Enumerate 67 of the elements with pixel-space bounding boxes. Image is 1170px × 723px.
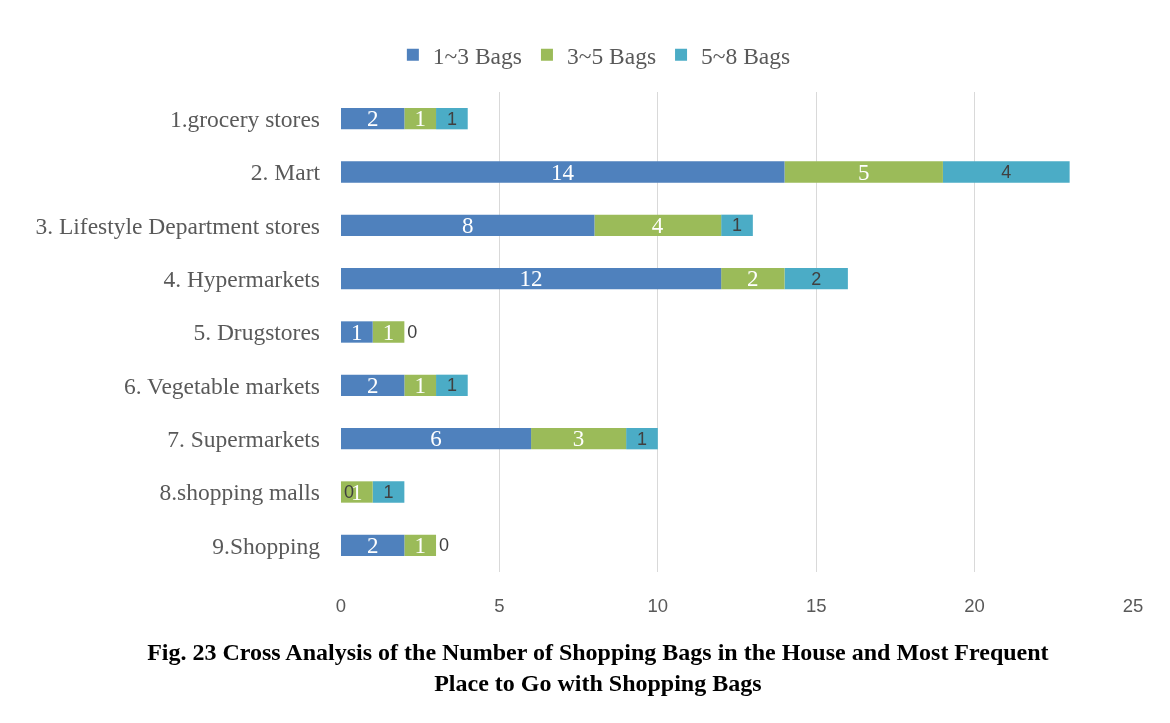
y-tick-label: 7. Supermarkets — [167, 425, 320, 452]
bar — [341, 321, 373, 343]
x-tick-label: 20 — [964, 594, 985, 616]
y-tick-label: 8.shopping malls — [159, 479, 320, 506]
y-tick-label: 9.Shopping — [212, 532, 321, 559]
data-label: 3 — [572, 426, 585, 452]
bar — [404, 534, 437, 556]
data-label: 2 — [366, 372, 379, 398]
legend-label: 1~3 Bags — [432, 42, 522, 69]
bar — [594, 214, 722, 236]
bar — [341, 534, 405, 556]
x-tick-label: 15 — [805, 594, 827, 616]
bar — [721, 214, 753, 236]
x-tick-label: 0 — [335, 594, 347, 616]
bar — [341, 161, 785, 183]
data-label: 1 — [446, 375, 457, 396]
bar — [341, 108, 405, 130]
data-label: 2 — [366, 106, 379, 132]
bar — [341, 268, 722, 290]
data-label: 1 — [636, 428, 647, 449]
data-label: 1 — [351, 319, 363, 345]
data-label: 1 — [414, 106, 426, 132]
y-tick-label: 5. Drugstores — [193, 319, 320, 346]
data-label: 8 — [461, 212, 474, 238]
legend-label: 3~5 Bags — [566, 42, 657, 69]
data-label: 6 — [430, 426, 442, 452]
bar — [404, 374, 437, 396]
bar — [341, 214, 595, 236]
bar — [372, 481, 405, 503]
data-label: 1 — [382, 319, 395, 345]
bar — [341, 374, 405, 396]
data-label: 1 — [414, 372, 426, 398]
bar — [784, 161, 943, 183]
y-tick-label: 1.grocery stores — [169, 105, 320, 132]
bar — [372, 321, 405, 343]
data-label: 14 — [551, 159, 575, 185]
bar — [531, 428, 627, 450]
legend-label: 5~8 Bags — [701, 42, 791, 69]
bar — [404, 108, 437, 130]
data-label: 1 — [446, 108, 457, 129]
x-tick-label: 25 — [1122, 594, 1144, 616]
bar — [942, 161, 1070, 183]
data-label: 4 — [1001, 162, 1012, 182]
bar — [341, 428, 532, 450]
y-tick-label: 4. Hypermarkets — [163, 265, 320, 292]
data-label: 2 — [366, 532, 379, 558]
data-label: 1 — [731, 215, 743, 236]
bar — [436, 108, 468, 130]
x-tick-label: 5 — [494, 594, 505, 616]
data-label: 1 — [414, 532, 426, 558]
data-label: 0 — [439, 535, 450, 556]
data-label: 2 — [811, 268, 822, 289]
x-tick-label: 10 — [647, 594, 669, 616]
data-label: 4 — [651, 212, 664, 238]
text: Fig. 23 Cross Analysis of the Number of Shopping Bags in the House and Most Frequent Place to Go with Shopping Bags — [147, 639, 1049, 697]
y-tick-label: 6. Vegetable markets — [124, 372, 320, 399]
data-label: 12 — [519, 266, 543, 292]
data-label: 2 — [747, 266, 759, 292]
y-tick-label: 2. Mart — [250, 159, 321, 186]
bar — [436, 374, 468, 396]
bar — [626, 428, 658, 450]
data-label: 1 — [383, 482, 394, 502]
y-tick-label: 3. Lifestyle Department stores — [35, 212, 320, 239]
data-label: 5 — [857, 159, 870, 185]
bar — [784, 268, 848, 290]
bar — [721, 268, 785, 290]
data-label: 0 — [407, 322, 418, 342]
